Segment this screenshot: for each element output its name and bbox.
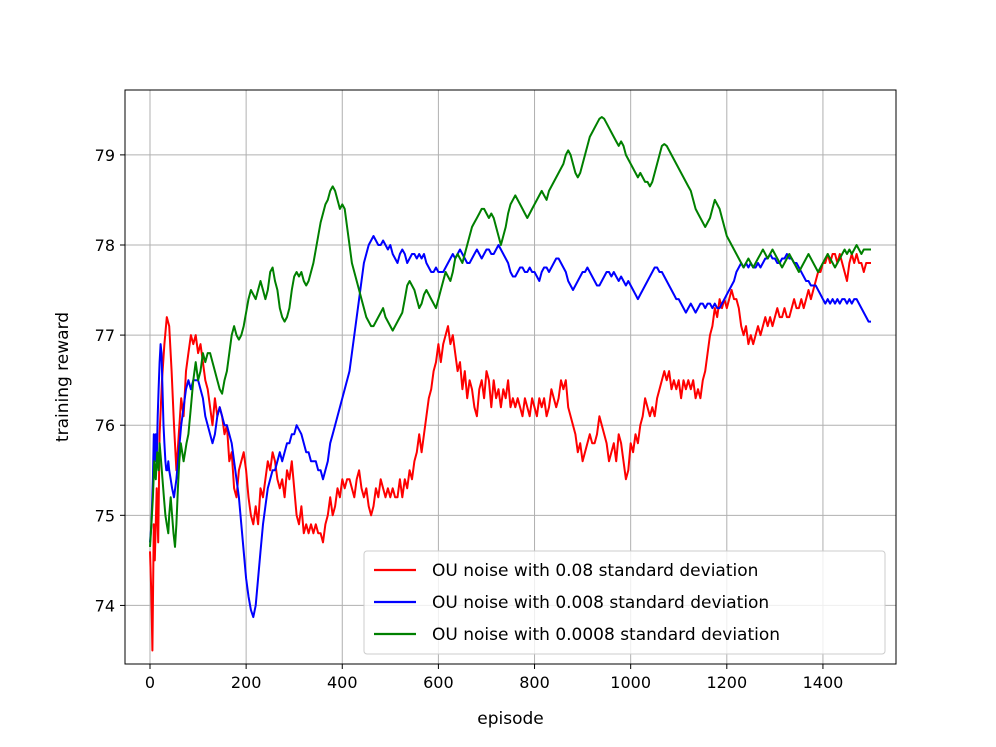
x-tick-label: 400: [327, 673, 358, 692]
x-tick-label: 1000: [610, 673, 651, 692]
x-axis-label: episode: [477, 709, 543, 729]
legend: OU noise with 0.08 standard deviation OU …: [363, 550, 886, 655]
legend-label-1: OU noise with 0.08 standard deviation: [432, 561, 758, 581]
legend-label-3: OU noise with 0.0008 standard deviation: [432, 625, 780, 645]
ticks: 0 200 400 600 800 1000 1200 1400 74 75 76 77 78 79: [95, 146, 844, 692]
plot-area-frame: [124, 89, 897, 665]
legend-box: [363, 550, 886, 655]
y-tick-label: 78: [95, 236, 115, 255]
x-tick-label: 0: [145, 673, 155, 692]
y-tick-label: 74: [95, 596, 115, 615]
series-lines: [149, 116, 871, 652]
grid: [125, 90, 896, 664]
series-line-1: [149, 253, 871, 652]
x-tick-label: 1400: [803, 673, 844, 692]
y-tick-label: 77: [95, 326, 115, 345]
series-line-3: [149, 116, 871, 548]
legend-label-2: OU noise with 0.008 standard deviation: [432, 593, 769, 613]
x-tick-label: 600: [423, 673, 454, 692]
x-tick-label: 800: [519, 673, 550, 692]
y-tick-label: 79: [95, 146, 115, 165]
x-tick-label: 200: [231, 673, 262, 692]
y-tick-label: 75: [95, 506, 115, 525]
y-axis-label: training reward: [53, 312, 73, 442]
x-tick-label: 1200: [706, 673, 747, 692]
y-tick-label: 76: [95, 416, 115, 435]
